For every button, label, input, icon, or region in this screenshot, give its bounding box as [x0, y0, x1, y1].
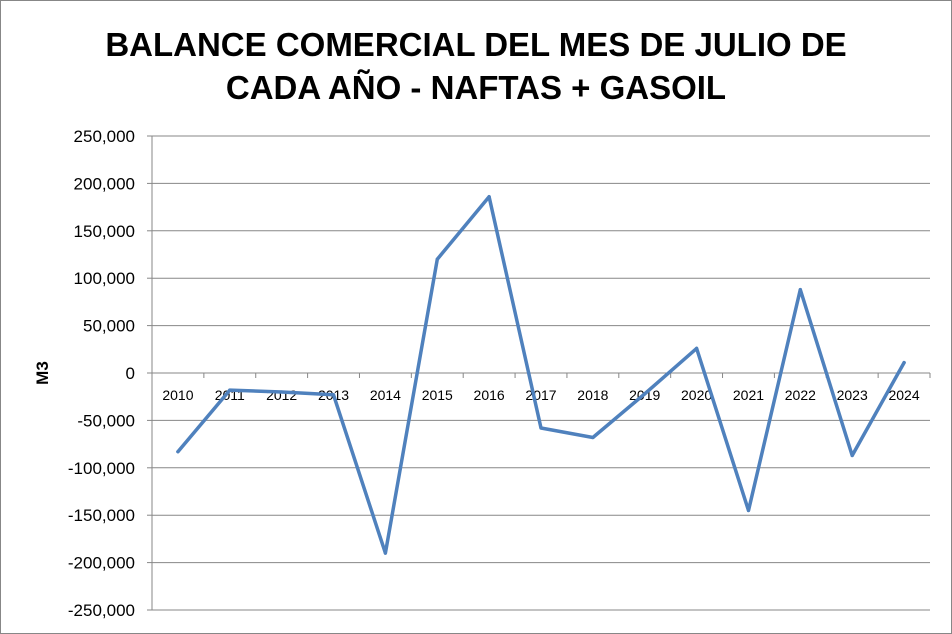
series-layer — [176, 194, 906, 555]
data-point — [591, 435, 595, 440]
data-point — [176, 450, 180, 454]
y-tick-label: 100,000 — [74, 269, 135, 288]
data-point — [695, 346, 699, 350]
data-point — [228, 388, 232, 392]
y-tick-label: 50,000 — [83, 317, 135, 336]
data-point — [539, 426, 543, 430]
axes — [147, 135, 931, 611]
y-tick-label: -200,000 — [68, 554, 135, 573]
x-tick-label: 2017 — [525, 387, 556, 403]
data-point — [280, 390, 284, 394]
chart-title-line-1: BALANCE COMERCIAL DEL MES DE JULIO DE — [105, 26, 847, 63]
x-tick-label: 2010 — [162, 387, 193, 403]
x-tick-label: 2024 — [888, 387, 919, 403]
data-point — [331, 393, 336, 397]
x-tick-label: 2022 — [785, 387, 816, 403]
x-tick-label: 2016 — [474, 387, 505, 403]
data-point — [643, 392, 647, 396]
y-tick-label: 150,000 — [74, 222, 135, 241]
x-tick-label: 2014 — [370, 387, 401, 403]
data-point — [746, 508, 751, 513]
x-tick-labels: 2010201120122013201420152016201720182019… — [162, 387, 919, 403]
x-tick-label: 2021 — [733, 387, 764, 403]
y-tick-label: -100,000 — [68, 459, 135, 478]
x-tick-label: 2018 — [577, 387, 608, 403]
series-line — [176, 194, 906, 555]
y-tick-label: 200,000 — [74, 174, 135, 193]
x-tick-label: 2020 — [681, 387, 712, 403]
y-tick-label: -50,000 — [77, 411, 135, 430]
chart-title-line-2: CADA AÑO - NAFTAS + GASOIL — [225, 69, 727, 106]
chart-title: BALANCE COMERCIAL DEL MES DE JULIO DE CA… — [1, 23, 951, 109]
y-tick-label: -250,000 — [68, 601, 135, 620]
data-point — [902, 360, 906, 365]
data-point — [850, 453, 854, 458]
x-tick-label: 2015 — [422, 387, 453, 403]
y-tick-label: 0 — [126, 364, 135, 383]
y-axis-label: M3 — [33, 361, 52, 385]
y-tick-label: -150,000 — [68, 506, 135, 525]
y-tick-label: 250,000 — [74, 127, 135, 146]
data-point — [487, 195, 491, 199]
x-tick-label: 2023 — [837, 387, 868, 403]
x-tick-label: 2012 — [266, 387, 297, 403]
y-tick-labels: 250,000 200,000 150,000 100,000 50,000 0 -50,0… — [68, 127, 135, 620]
data-point — [383, 551, 387, 555]
data-point — [798, 287, 802, 292]
data-point — [435, 257, 439, 261]
